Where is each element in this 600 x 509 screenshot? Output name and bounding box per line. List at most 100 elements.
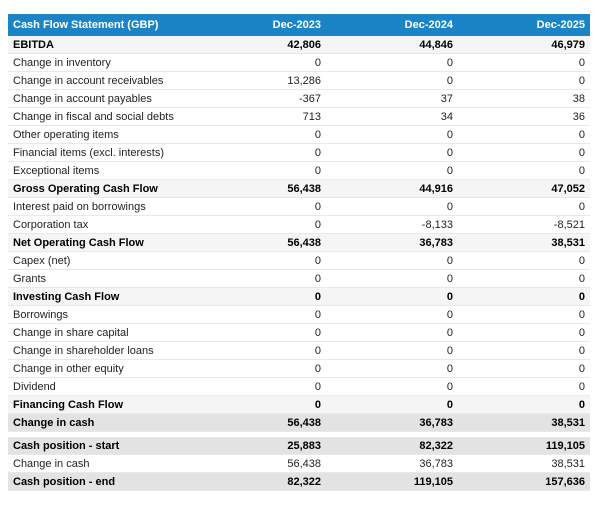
table-row: Dividend 0 0 0 (8, 377, 590, 396)
row-value: 0 (458, 161, 590, 180)
row-value: 36,783 (326, 413, 458, 432)
row-value: 0 (326, 341, 458, 360)
row-value: 0 (458, 71, 590, 90)
row-value: 56,438 (194, 413, 326, 432)
row-value: 0 (458, 197, 590, 216)
row-value: 0 (458, 251, 590, 270)
row-value: 42,806 (194, 36, 326, 54)
row-value: 82,322 (194, 472, 326, 491)
row-value: 0 (326, 125, 458, 144)
table-row: Exceptional items 0 0 0 (8, 161, 590, 180)
table-row: Change in cash 56,438 36,783 38,531 (8, 454, 590, 473)
row-value: 0 (458, 53, 590, 72)
row-value: 157,636 (458, 472, 590, 491)
table-row: Capex (net) 0 0 0 (8, 251, 590, 270)
row-label: Change in account payables (8, 89, 194, 108)
row-label: Financial items (excl. interests) (8, 143, 194, 162)
row-label: Other operating items (8, 125, 194, 144)
row-value: 0 (194, 197, 326, 216)
row-label: Corporation tax (8, 215, 194, 234)
row-value: -8,133 (326, 215, 458, 234)
row-value: 0 (326, 143, 458, 162)
row-value: 0 (326, 287, 458, 306)
row-value: 38,531 (458, 413, 590, 432)
row-value: 0 (458, 377, 590, 396)
row-value: 0 (458, 359, 590, 378)
row-label: Change in account receivables (8, 71, 194, 90)
row-value: 0 (326, 305, 458, 324)
table-row: Financing Cash Flow 0 0 0 (8, 395, 590, 414)
table-row: Change in fiscal and social debts 713 34 36 (8, 107, 590, 126)
row-label: Change in fiscal and social debts (8, 107, 194, 126)
row-label: Capex (net) (8, 251, 194, 270)
row-value: 82,322 (326, 437, 458, 455)
row-label: Change in inventory (8, 53, 194, 72)
row-value: 0 (326, 269, 458, 288)
table-row: Interest paid on borrowings 0 0 0 (8, 197, 590, 216)
table-row: Investing Cash Flow 0 0 0 (8, 287, 590, 306)
row-value: 38,531 (458, 454, 590, 473)
row-value: 56,438 (194, 454, 326, 473)
row-label: Change in other equity (8, 359, 194, 378)
row-value: 13,286 (194, 71, 326, 90)
row-value: 0 (458, 287, 590, 306)
row-value: 0 (458, 305, 590, 324)
row-value: 0 (194, 143, 326, 162)
row-value: 0 (194, 269, 326, 288)
row-value: 0 (194, 359, 326, 378)
cash-flow-statement-table: Cash Flow Statement (GBP) Dec-2023 Dec-2… (8, 14, 590, 491)
financial-table: Cash Flow Statement (GBP) Dec-2023 Dec-2… (8, 14, 590, 491)
row-value: 38 (458, 89, 590, 108)
row-value: 0 (458, 341, 590, 360)
row-value: 0 (326, 377, 458, 396)
row-label: Interest paid on borrowings (8, 197, 194, 216)
row-value: 0 (458, 323, 590, 342)
row-value: 0 (458, 143, 590, 162)
row-value: 0 (194, 305, 326, 324)
row-value: 0 (194, 215, 326, 234)
row-value: 0 (194, 395, 326, 414)
row-value: 0 (194, 251, 326, 270)
row-value: 0 (326, 395, 458, 414)
table-row: Change in shareholder loans 0 0 0 (8, 341, 590, 360)
row-label: Financing Cash Flow (8, 395, 194, 414)
row-value: 0 (326, 71, 458, 90)
row-value: 119,105 (458, 437, 590, 455)
row-value: 25,883 (194, 437, 326, 455)
column-header-dec-2025: Dec-2025 (458, 14, 590, 36)
table-row: Cash position - end 82,322 119,105 157,636 (8, 472, 590, 491)
row-value: 0 (326, 359, 458, 378)
row-value: 0 (458, 125, 590, 144)
row-value: 34 (326, 107, 458, 126)
table-row: Gross Operating Cash Flow 56,438 44,916 47,… (8, 179, 590, 198)
row-value: 0 (458, 395, 590, 414)
table-row: Other operating items 0 0 0 (8, 125, 590, 144)
row-value: 0 (194, 53, 326, 72)
table-row: Change in cash 56,438 36,783 38,531 (8, 413, 590, 432)
row-value: 38,531 (458, 233, 590, 252)
column-header-dec-2024: Dec-2024 (326, 14, 458, 36)
row-value: 0 (326, 53, 458, 72)
row-value: 0 (326, 251, 458, 270)
row-label: Net Operating Cash Flow (8, 233, 194, 252)
row-label: Change in cash (8, 413, 194, 432)
row-value: 37 (326, 89, 458, 108)
table-body: EBITDA 42,806 44,846 46,979 Change in invent… (8, 36, 590, 491)
table-row: Grants 0 0 0 (8, 269, 590, 288)
row-label: Change in shareholder loans (8, 341, 194, 360)
row-value: 119,105 (326, 472, 458, 491)
row-label: Grants (8, 269, 194, 288)
row-value: 0 (194, 161, 326, 180)
row-value: 713 (194, 107, 326, 126)
row-label: Cash position - end (8, 472, 194, 491)
row-label: EBITDA (8, 36, 194, 54)
table-title: Cash Flow Statement (GBP) (8, 14, 194, 36)
row-label: Dividend (8, 377, 194, 396)
table-row: Change in account payables -367 37 38 (8, 89, 590, 108)
section-gap (8, 431, 590, 437)
row-value: 36,783 (326, 454, 458, 473)
table-row: Cash position - start 25,883 82,322 119,105 (8, 437, 590, 455)
row-label: Change in cash (8, 454, 194, 473)
row-value: 0 (194, 287, 326, 306)
row-value: 0 (326, 197, 458, 216)
